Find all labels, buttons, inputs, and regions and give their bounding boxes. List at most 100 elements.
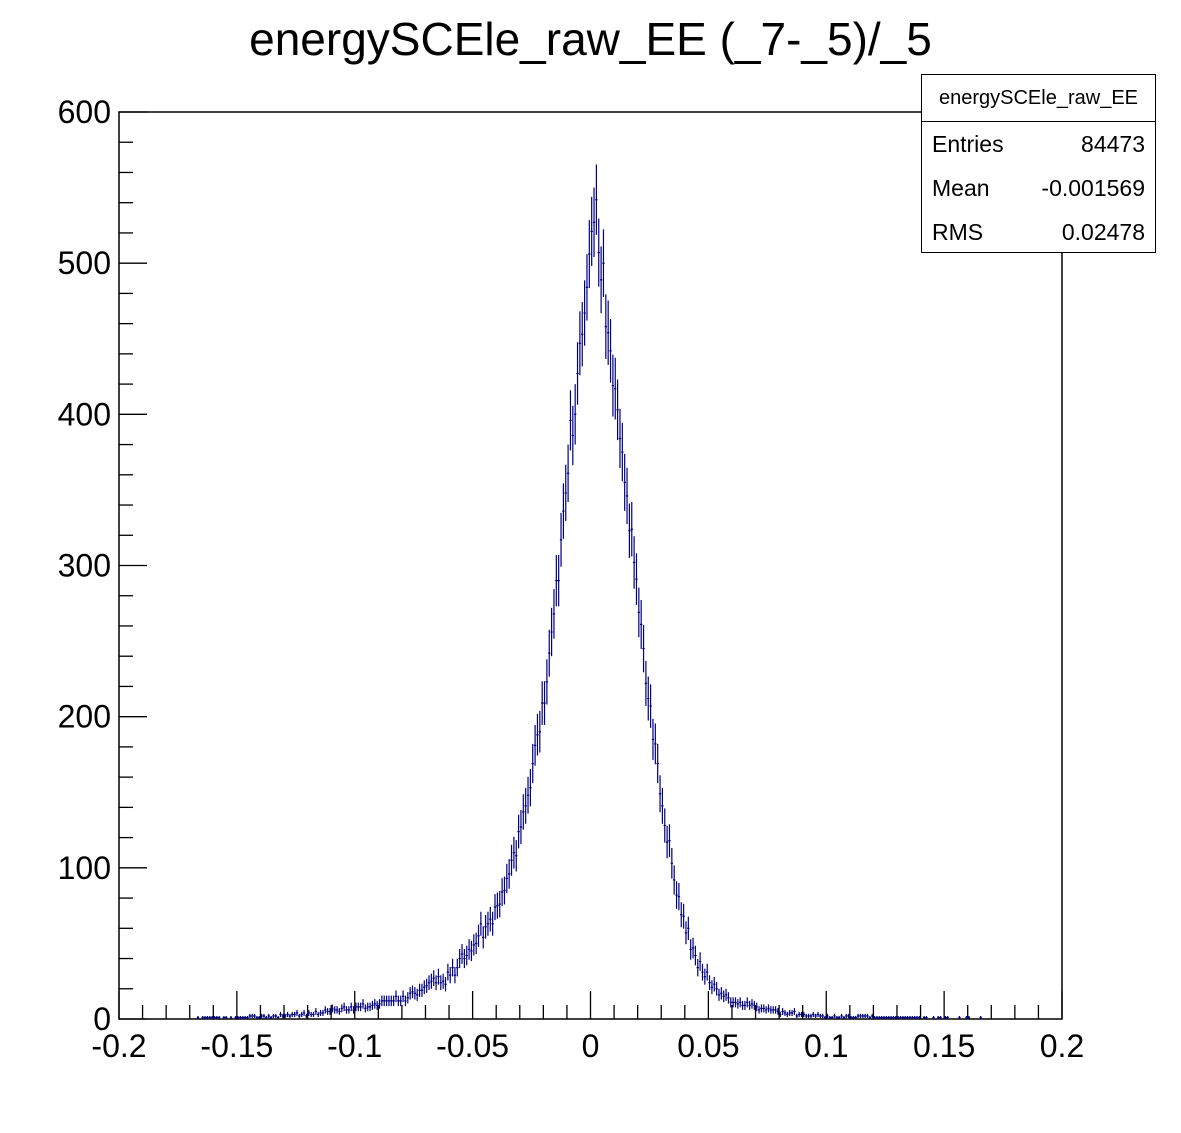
histogram-bin (802, 1011, 806, 1018)
histogram-bin (236, 1015, 240, 1019)
histogram-bin (734, 997, 737, 1008)
histogram-bin (451, 958, 454, 977)
histogram-bin (375, 1000, 379, 1010)
histogram-bin (434, 975, 438, 991)
histogram-bin (748, 1000, 751, 1010)
stats-row-entries: Entries 84473 (922, 122, 1155, 166)
histogram-bin (637, 587, 641, 638)
histogram-bin (604, 294, 608, 360)
histogram-bin (944, 1015, 947, 1019)
histogram-bin (401, 990, 405, 1003)
histogram-bin (578, 311, 582, 376)
histogram-bin (265, 1015, 268, 1019)
histogram-bin (543, 681, 546, 725)
histogram-bin (229, 1015, 233, 1019)
histogram-bin (439, 975, 442, 991)
histogram-bin (215, 1015, 219, 1019)
histogram-bin (894, 1015, 897, 1019)
histogram-bin (706, 963, 709, 981)
chart-title: energySCEle_raw_EE (_7-_5)/_5 (249, 13, 932, 65)
histogram-bin (757, 1006, 761, 1014)
histogram-bin (449, 967, 452, 984)
histogram-bin (691, 937, 695, 959)
histogram-bin (430, 973, 433, 989)
histogram-bin (828, 1015, 831, 1019)
histogram-bin (628, 503, 631, 558)
histogram-bin (602, 229, 605, 297)
histogram-bin (670, 847, 674, 879)
histogram-bin (830, 1015, 834, 1019)
histogram-bin (925, 1015, 928, 1019)
histogram-bin (694, 945, 697, 966)
histogram-bin (651, 718, 655, 760)
histogram-bin (665, 825, 669, 859)
histogram-bin (371, 1000, 374, 1010)
histogram-bin (621, 422, 624, 482)
y-tick-label: 400 (58, 396, 111, 432)
histogram-bin (958, 1015, 961, 1019)
histogram-bin (599, 246, 603, 314)
histogram-bin (590, 196, 593, 266)
stats-box-title: energySCEle_raw_EE (922, 75, 1155, 122)
histogram-bin (557, 554, 560, 607)
histogram-bin (746, 997, 749, 1008)
histogram-bin (413, 987, 417, 1000)
histogram-bin (585, 254, 589, 321)
histogram-bin (835, 1015, 839, 1019)
histogram-bin (922, 1015, 926, 1019)
histogram-bin (446, 963, 450, 981)
histogram-bin (616, 379, 619, 441)
histogram-bin (618, 408, 622, 469)
histogram-bin (390, 995, 393, 1007)
histogram-bin (682, 903, 685, 929)
histogram-bin (623, 453, 626, 511)
histogram-bin (253, 1013, 256, 1019)
histogram-bin (361, 999, 365, 1009)
histogram-bin (797, 1011, 801, 1018)
histogram-bin (625, 467, 629, 525)
stats-row-rms: RMS 0.02478 (922, 210, 1155, 254)
histogram-bin (479, 911, 483, 936)
histogram-bin (404, 995, 407, 1007)
histogram-bin (477, 924, 480, 948)
histogram-bin (805, 1013, 808, 1019)
histogram-bin (644, 660, 648, 706)
histogram-bin (878, 1015, 881, 1019)
histogram-bin (967, 1015, 971, 1019)
histogram-bin (583, 280, 586, 346)
histogram-bin (559, 512, 563, 567)
histogram-bin (764, 1006, 768, 1014)
histogram-bin (564, 464, 567, 522)
histogram-bin (649, 684, 652, 728)
histogram-bin (425, 978, 428, 993)
histogram-bin (642, 624, 645, 673)
histogram-bin (465, 945, 468, 966)
histogram-bin (458, 948, 461, 969)
histogram-bin (522, 794, 525, 830)
stats-label: RMS (932, 218, 984, 245)
histogram-bin (915, 1015, 919, 1019)
histogram-bin (512, 836, 516, 869)
histogram-bin (911, 1015, 914, 1019)
histogram-bin (286, 1011, 289, 1018)
histogram-bin (786, 1011, 789, 1018)
histogram-bin (467, 939, 471, 960)
histogram-bin (526, 776, 530, 814)
histogram-bin (222, 1015, 226, 1019)
histogram-bin (809, 1013, 813, 1019)
histogram-bin (552, 589, 556, 639)
histogram-bin (312, 1011, 315, 1018)
histogram-bin (793, 1008, 796, 1015)
histogram-bin (444, 976, 447, 992)
histogram-bin (500, 878, 504, 906)
histogram-bin (408, 987, 412, 1000)
histogram-bin (816, 1011, 820, 1018)
histogram-bin (696, 958, 699, 977)
histogram-bin (767, 1004, 770, 1013)
y-axis-tick-labels: 0 100 200 300 400 500 600 (58, 94, 111, 1037)
histogram-bin (251, 1013, 254, 1019)
histogram-bin (812, 1011, 815, 1018)
histogram-bin (324, 1006, 327, 1014)
histogram-bin (861, 1013, 864, 1019)
